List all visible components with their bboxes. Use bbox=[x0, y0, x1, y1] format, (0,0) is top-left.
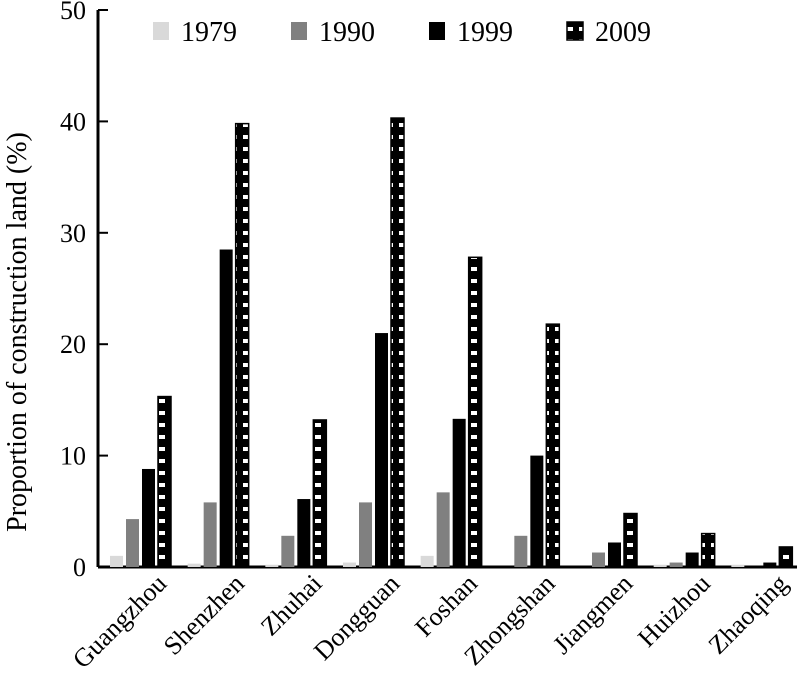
axes bbox=[96, 10, 797, 569]
bar-2009-dongguan bbox=[390, 117, 405, 568]
bar-1990-guangzhou bbox=[126, 519, 139, 567]
legend-label-1999: 1999 bbox=[457, 17, 513, 48]
legend-label-2009: 2009 bbox=[595, 17, 651, 48]
bar-2009-zhongshan bbox=[545, 323, 561, 568]
category-label: Shenzhen bbox=[158, 569, 250, 661]
bar-2009-foshan bbox=[467, 256, 483, 568]
bar-1990-shenzhen bbox=[203, 502, 217, 567]
bar-2009-shenzhen bbox=[234, 122, 250, 568]
bar-1999-guangzhou bbox=[142, 468, 155, 567]
bar-1990-huizhou bbox=[669, 562, 683, 567]
y-tick-label: 20 bbox=[60, 330, 86, 359]
bar-1999-zhaoqing bbox=[763, 562, 777, 567]
category-label: Guangzhou bbox=[67, 569, 172, 674]
y-tick-label: 10 bbox=[60, 442, 86, 471]
bar-1999-shenzhen bbox=[219, 249, 233, 567]
y-ticks: 0 10 20 30 40 50 bbox=[60, 0, 108, 582]
bar-2009-huizhou bbox=[700, 532, 716, 568]
category-label: Foshan bbox=[409, 569, 483, 643]
bar-2009-zhuhai bbox=[312, 419, 328, 568]
bar-1990-jiangmen bbox=[592, 552, 605, 567]
legend-swatch-2009 bbox=[566, 21, 584, 41]
legend-swatch-1979 bbox=[153, 22, 169, 40]
y-tick-label: 50 bbox=[60, 0, 86, 25]
bar-1990-zhuhai bbox=[281, 535, 295, 567]
legend-label-1990: 1990 bbox=[319, 17, 375, 48]
category-label: Zhuhai bbox=[255, 569, 328, 642]
bar-2009-zhaoqing bbox=[778, 546, 794, 568]
bar-1979-zhuhai bbox=[265, 564, 279, 567]
bar-1999-dongguan bbox=[375, 333, 388, 567]
bar-1990-foshan bbox=[436, 492, 450, 567]
bar-1999-huizhou bbox=[685, 552, 699, 567]
bar-1999-jiangmen bbox=[608, 542, 621, 567]
bar-1990-zhongshan bbox=[514, 535, 528, 567]
category-label: Jiangmen bbox=[547, 569, 638, 660]
bar-1979-zhaoqing bbox=[731, 564, 745, 567]
y-tick-label: 40 bbox=[60, 107, 86, 136]
legend-swatch-1990 bbox=[291, 22, 307, 40]
legend: 1979 1990 1999 2009 bbox=[153, 17, 651, 48]
bar-1979-foshan bbox=[420, 555, 434, 567]
legend-swatch-1999 bbox=[429, 22, 445, 40]
bar-1979-dongguan bbox=[343, 562, 356, 567]
bar-1999-foshan bbox=[452, 418, 466, 567]
bar-1979-guangzhou bbox=[110, 555, 123, 567]
bar-1979-huizhou bbox=[653, 564, 667, 567]
bar-1979-shenzhen bbox=[187, 563, 201, 567]
legend-label-1979: 1979 bbox=[181, 17, 237, 48]
bars bbox=[110, 117, 794, 568]
bar-1990-dongguan bbox=[359, 502, 372, 567]
bar-2009-guangzhou bbox=[157, 395, 172, 568]
y-tick-label: 30 bbox=[60, 219, 86, 248]
y-axis-title: Proportion of construction land (%) bbox=[2, 132, 33, 532]
bar-2009-jiangmen bbox=[623, 512, 638, 568]
category-label: Zhaoqing bbox=[703, 569, 794, 660]
y-tick-label: 0 bbox=[73, 553, 86, 582]
bar-1999-zhuhai bbox=[297, 499, 311, 567]
bar-1999-zhongshan bbox=[530, 455, 544, 567]
category-label: Dongguan bbox=[308, 569, 405, 666]
